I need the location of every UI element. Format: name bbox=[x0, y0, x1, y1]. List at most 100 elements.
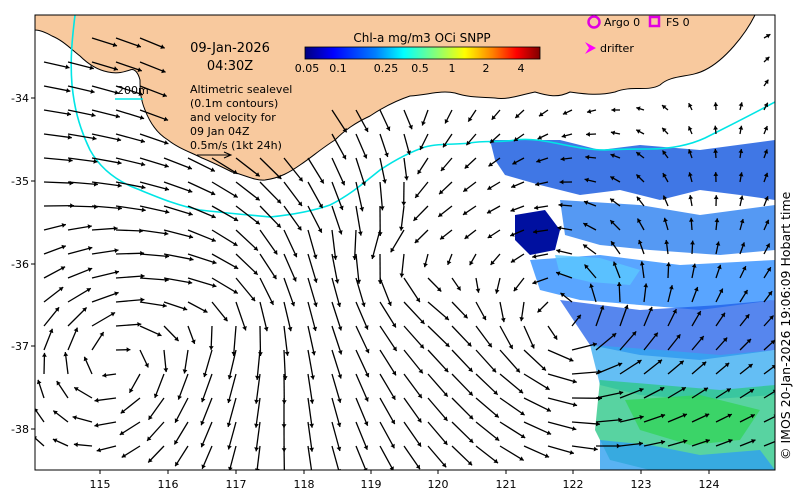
velocity-arrow bbox=[475, 445, 499, 464]
velocity-arrowhead bbox=[739, 195, 744, 200]
velocity-arrowhead bbox=[699, 336, 704, 341]
velocity-arrow bbox=[307, 445, 313, 470]
velocity-arrowhead bbox=[616, 282, 622, 286]
velocity-arrowhead bbox=[140, 161, 146, 167]
velocity-arrow bbox=[403, 373, 423, 399]
velocity-arrow bbox=[67, 109, 96, 117]
velocity-arrowhead bbox=[250, 296, 256, 302]
velocity-arrow bbox=[43, 61, 70, 69]
velocity-arrow bbox=[259, 253, 277, 280]
velocity-arrowhead bbox=[423, 262, 428, 268]
velocity-arrow bbox=[571, 445, 598, 451]
velocity-arrowhead bbox=[764, 196, 769, 201]
colorbar: Chl-a mg/m3 OCi SNPP 0.05 0.1 0.25 0.5 1… bbox=[295, 31, 541, 75]
velocity-arrowhead bbox=[338, 230, 343, 235]
velocity-arrowhead bbox=[715, 241, 721, 246]
description-line: Altimetric sealevel bbox=[190, 83, 292, 96]
velocity-arrow bbox=[283, 181, 303, 207]
velocity-arrowhead bbox=[713, 148, 718, 153]
velocity-arrowhead bbox=[688, 172, 693, 177]
velocity-arrowhead bbox=[494, 289, 500, 294]
velocity-arrow bbox=[499, 373, 524, 394]
velocity-arrow bbox=[67, 246, 93, 255]
velocity-arrow bbox=[523, 445, 550, 458]
velocity-arrow bbox=[283, 229, 298, 258]
velocity-arrow bbox=[139, 109, 169, 121]
velocity-arrowhead bbox=[742, 266, 747, 271]
velocity-arrow bbox=[211, 229, 238, 247]
x-tick-label: 118 bbox=[294, 478, 315, 491]
velocity-arrowhead bbox=[363, 445, 369, 450]
velocity-arrowhead bbox=[466, 140, 471, 146]
velocity-arrowhead bbox=[361, 302, 366, 307]
velocity-arrowhead bbox=[415, 297, 420, 303]
velocity-arrow bbox=[91, 249, 119, 255]
velocity-arrow bbox=[331, 277, 341, 308]
velocity-arrow bbox=[67, 157, 98, 163]
velocity-arrowhead bbox=[763, 102, 769, 108]
velocity-arrow bbox=[235, 205, 261, 225]
velocity-arrow bbox=[355, 277, 366, 307]
velocity-arrow bbox=[211, 157, 238, 175]
velocity-arrow bbox=[571, 370, 602, 375]
velocity-arrowhead bbox=[67, 134, 72, 140]
velocity-arrowhead bbox=[468, 117, 473, 122]
description-line: 0.5m/s (1kt 24h) bbox=[190, 139, 282, 152]
velocity-arrow bbox=[400, 253, 405, 278]
velocity-arrowhead bbox=[713, 172, 719, 176]
velocity-arrowhead bbox=[61, 223, 66, 228]
velocity-arrowhead bbox=[336, 446, 342, 451]
velocity-arrow bbox=[255, 397, 261, 428]
velocity-arrowhead bbox=[313, 302, 318, 307]
x-tick: 118 bbox=[294, 470, 315, 491]
velocity-arrow bbox=[763, 440, 775, 447]
velocity-arrowhead bbox=[464, 234, 469, 239]
velocity-arrowhead bbox=[419, 145, 424, 150]
velocity-arrowhead bbox=[164, 231, 169, 236]
description-line: and velocity for bbox=[190, 111, 276, 124]
velocity-arrow bbox=[259, 301, 268, 332]
velocity-arrow bbox=[183, 349, 189, 374]
velocity-arrowhead bbox=[277, 174, 282, 179]
velocity-arrow bbox=[43, 245, 67, 255]
velocity-arrow bbox=[139, 37, 165, 49]
velocity-arrow bbox=[139, 133, 169, 145]
velocity-arrow bbox=[187, 253, 217, 264]
velocity-arrowhead bbox=[140, 273, 145, 279]
velocity-arrowhead bbox=[364, 325, 369, 330]
y-tick-label: -35 bbox=[11, 175, 29, 188]
velocity-arrowhead bbox=[765, 243, 770, 248]
colorbar-tick: 1 bbox=[449, 62, 456, 75]
velocity-arrowhead bbox=[253, 246, 258, 251]
y-tick-label: -38 bbox=[11, 423, 29, 436]
velocity-arrowhead bbox=[102, 372, 107, 378]
velocity-arrow bbox=[355, 109, 369, 133]
velocity-arrowhead bbox=[312, 326, 318, 331]
velocity-arrowhead bbox=[290, 301, 296, 307]
velocity-arrowhead bbox=[263, 326, 269, 332]
velocity-arrowhead bbox=[676, 334, 681, 339]
velocity-arrowhead bbox=[767, 291, 773, 296]
velocity-arrow bbox=[91, 205, 122, 210]
velocity-arrowhead bbox=[56, 381, 61, 386]
velocity-arrow bbox=[91, 181, 122, 187]
velocity-arrowhead bbox=[140, 297, 145, 303]
velocity-arrowhead bbox=[339, 205, 344, 210]
velocity-arrowhead bbox=[468, 414, 474, 420]
velocity-arrow bbox=[355, 349, 370, 378]
velocity-arrowhead bbox=[255, 220, 260, 225]
velocity-arrowhead bbox=[187, 188, 193, 193]
velocity-arrowhead bbox=[738, 102, 744, 107]
velocity-arrowhead bbox=[556, 271, 561, 276]
velocity-arrow bbox=[163, 277, 193, 284]
velocity-arrowhead bbox=[358, 231, 363, 236]
velocity-arrowhead bbox=[163, 368, 169, 373]
velocity-arrowhead bbox=[89, 65, 94, 70]
velocity-arrow bbox=[163, 181, 193, 193]
velocity-arrow bbox=[227, 373, 237, 404]
x-tick: 124 bbox=[699, 470, 720, 491]
velocity-arrowhead bbox=[200, 442, 206, 448]
velocity-arrowhead bbox=[413, 216, 418, 221]
colorbar-tick: 0.5 bbox=[411, 62, 429, 75]
velocity-arrowhead bbox=[463, 210, 468, 215]
